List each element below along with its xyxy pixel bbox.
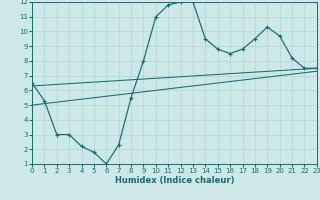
X-axis label: Humidex (Indice chaleur): Humidex (Indice chaleur) [115,176,234,185]
